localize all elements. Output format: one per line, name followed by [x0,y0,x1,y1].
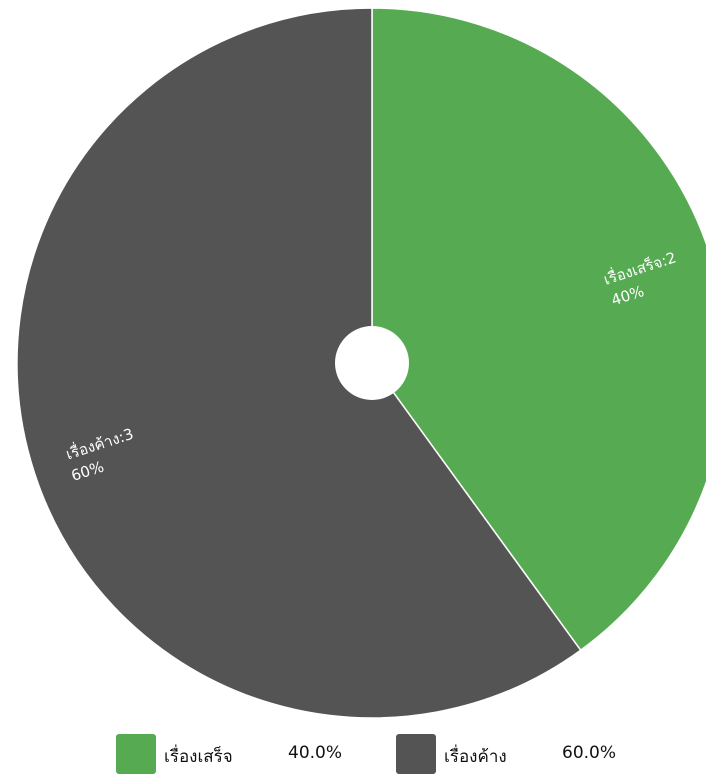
pie-slice-pending[interactable] [16,7,582,719]
legend-swatch-pending [396,734,436,774]
legend-percent-done: 40.0% [288,743,343,763]
legend-swatch-done [116,734,156,774]
pie-slice-done[interactable] [371,7,706,652]
legend-percent-pending: 60.0% [562,743,617,763]
pie-slices [16,7,706,719]
pie-center-hole [335,326,409,400]
legend: เรื่องเสร็จ 40.0% เรื่องค้าง 60.0% [0,734,706,774]
legend-label-done: เรื่องเสร็จ [164,747,233,767]
legend-label-pending: เรื่องค้าง [444,747,507,767]
